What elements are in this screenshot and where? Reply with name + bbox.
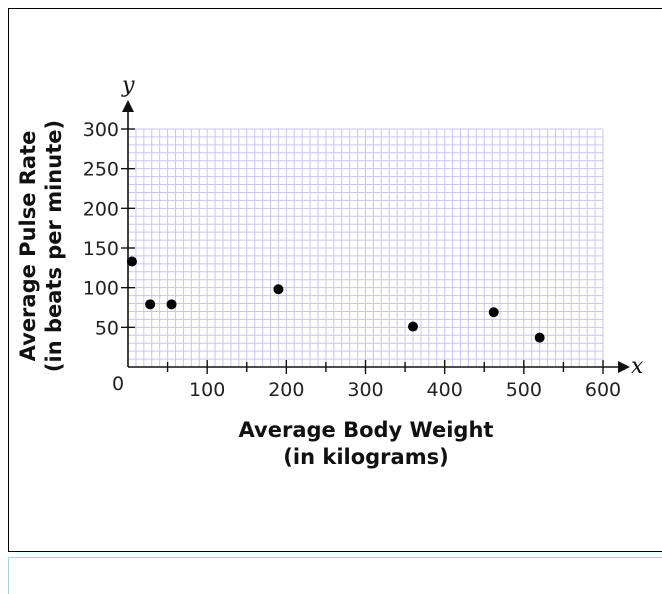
x-axis-title: Average Body Weight <box>239 418 494 442</box>
x-tick-label: 300 <box>347 379 383 401</box>
data-point <box>534 332 545 343</box>
y-tick-label: 200 <box>83 198 119 220</box>
x-axis-ticks: 100 200 300 400 500 600 <box>166 360 621 401</box>
y-axis-variable: y <box>121 73 135 98</box>
y-tick-label: 250 <box>83 159 119 181</box>
data-point <box>145 299 156 310</box>
data-point <box>126 256 137 267</box>
y-axis-arrow <box>122 100 134 112</box>
y-axis-subtitle: (in beats per minute) <box>42 120 66 372</box>
x-axis-arrow <box>618 361 630 373</box>
data-point <box>488 307 499 318</box>
plot-axes <box>122 100 630 373</box>
data-point <box>166 299 177 310</box>
x-tick-label: 600 <box>585 379 621 401</box>
data-points <box>126 256 545 343</box>
x-axis-variable: x <box>631 354 644 379</box>
y-tick-label: 300 <box>83 119 119 141</box>
answer-input-box[interactable] <box>8 557 662 594</box>
x-tick-label: 500 <box>506 379 542 401</box>
x-tick-label: 200 <box>268 379 304 401</box>
x-tick-label: 400 <box>427 379 463 401</box>
y-tick-label: 100 <box>83 278 119 300</box>
y-axis-ticks: 50 100 150 200 250 300 <box>83 119 135 339</box>
question-frame <box>8 8 662 552</box>
y-tick-label: 50 <box>95 317 119 339</box>
y-axis-title: Average Pulse Rate <box>16 131 40 362</box>
x-axis-subtitle: (in kilograms) <box>283 445 448 469</box>
data-point <box>408 321 418 332</box>
y-tick-label: 150 <box>83 238 119 260</box>
x-tick-label: 100 <box>189 379 225 401</box>
origin-label: 0 <box>112 373 124 395</box>
plot-grid <box>128 128 604 367</box>
data-point <box>273 284 284 295</box>
